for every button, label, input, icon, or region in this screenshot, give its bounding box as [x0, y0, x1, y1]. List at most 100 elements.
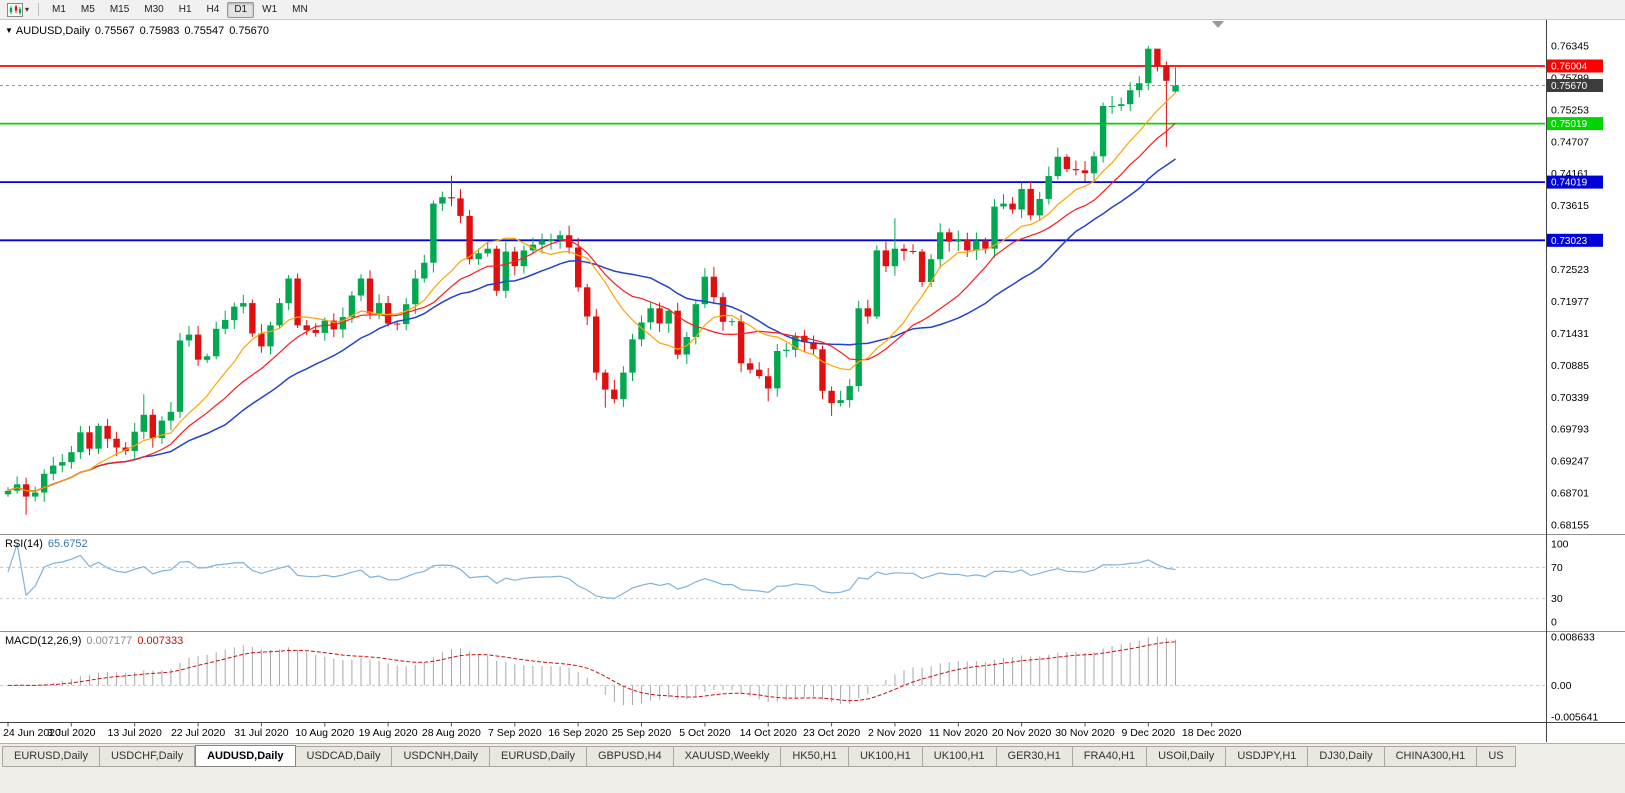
candle-body — [194, 334, 202, 360]
candle-body — [620, 372, 627, 399]
candle-body — [900, 248, 908, 251]
time-axis-label: 19 Aug 2020 — [359, 727, 418, 739]
time-axis-label: 7 Sep 2020 — [488, 727, 542, 739]
price-axis-label: 0.71431 — [1551, 328, 1589, 340]
chart-tab-uk100-h1[interactable]: UK100,H1 — [922, 746, 997, 767]
candle-body — [258, 333, 265, 347]
rsi-header: RSI(14) 65.6752 — [5, 538, 93, 550]
candle-body — [756, 369, 763, 377]
chart-tab-audusd-daily[interactable]: AUDUSD,Daily — [195, 745, 296, 767]
price-tag-0.75670: 0.75670 — [1547, 79, 1603, 92]
candle-body — [674, 310, 681, 355]
candle-body — [1027, 189, 1034, 216]
candle-body — [167, 411, 175, 421]
candle-body — [312, 330, 319, 333]
chart-tab-usdjpy-h1[interactable]: USDJPY,H1 — [1226, 746, 1309, 767]
candle-body — [448, 197, 455, 199]
candle-body — [502, 251, 509, 291]
candle-body — [1145, 48, 1152, 84]
timeframe-button-m30[interactable]: M30 — [144, 3, 164, 15]
candle-body — [602, 372, 609, 390]
price-axis-label: 0.73615 — [1551, 200, 1589, 212]
macd-axis-label: 0.008633 — [1551, 632, 1595, 644]
candle-body — [584, 287, 591, 317]
time-axis-labels: 24 Jun 20203 Jul 2020 13 Jul 2020 22 Jul 2… — [3, 723, 1242, 739]
new-chart-button[interactable]: ▾ — [4, 2, 32, 18]
candle-body — [1063, 156, 1071, 170]
symbol-name: AUDUSD,Daily — [15, 25, 90, 37]
timeframe-button-h4[interactable]: H4 — [206, 3, 220, 15]
ma-slow-blue-line — [7, 158, 1176, 492]
candle-body — [964, 239, 971, 251]
chart-tab-fra40-h1[interactable]: FRA40,H1 — [1072, 746, 1148, 767]
candle-body — [149, 414, 156, 439]
price-axis-scale[interactable] — [1546, 20, 1625, 722]
candle-body — [638, 322, 645, 340]
timeframe-button-m5[interactable]: M5 — [80, 3, 95, 15]
time-axis-label: 13 Jul 2020 — [108, 727, 162, 739]
price-axis-label: 0.72523 — [1551, 264, 1589, 276]
chart-tab-usdcnh-daily[interactable]: USDCNH,Daily — [392, 746, 491, 767]
rsi-name: RSI(14) — [5, 538, 43, 550]
candle-body — [95, 425, 102, 449]
chart-tab-gbpusd-h4[interactable]: GBPUSD,H4 — [587, 746, 674, 767]
chart-tab-uk100-h1[interactable]: UK100,H1 — [848, 746, 923, 767]
chart-tab-us[interactable]: US — [1477, 746, 1516, 767]
chevron-down-icon: ▾ — [25, 4, 30, 14]
time-axis-label: 24 Jun 2020 — [3, 727, 61, 739]
candle-body — [86, 432, 93, 449]
chart-tab-eurusd-daily[interactable]: EURUSD,Daily — [2, 746, 100, 767]
candle-body — [927, 259, 935, 282]
candle-body — [846, 386, 853, 401]
candle-body — [303, 325, 310, 330]
candle-body — [765, 376, 772, 389]
timeframe-button-m15[interactable]: M15 — [109, 3, 130, 15]
timeframe-button-m1[interactable]: M1 — [52, 3, 66, 15]
candle-body — [348, 295, 356, 318]
chart-tab-usoil-daily[interactable]: USOil,Daily — [1147, 746, 1227, 767]
candle-body — [547, 239, 555, 241]
price-axis-label: 0.76345 — [1551, 41, 1589, 53]
chart-tab-usdchf-daily[interactable]: USDCHF,Daily — [99, 746, 196, 767]
chart-tab-eurusd-daily[interactable]: EURUSD,Daily — [490, 746, 587, 767]
chart-tab-xauusd-weekly[interactable]: XAUUSD,Weekly — [673, 746, 782, 767]
candle-body — [439, 197, 446, 204]
time-axis-scale[interactable] — [0, 723, 1546, 742]
chart-tab-dj30-daily[interactable]: DJ30,Daily — [1308, 746, 1385, 767]
chart-ohlc-header: ▼ AUDUSD,Daily 0.75567 0.75983 0.75547 0.7567… — [5, 25, 274, 37]
chart-tab-china300-h1[interactable]: CHINA300,H1 — [1384, 746, 1478, 767]
candle-body — [240, 303, 247, 307]
chart-icon — [7, 2, 23, 17]
rsi-axis-label: 100 — [1551, 539, 1569, 551]
chart-canvas[interactable]: 0.763450.757990.752530.747070.741610.736… — [0, 0, 1625, 743]
time-axis-label: 14 Oct 2020 — [740, 727, 797, 739]
candles-layer — [4, 46, 1179, 515]
chart-tab-usdcad-daily[interactable]: USDCAD,Daily — [295, 746, 393, 767]
timeframe-button-mn[interactable]: MN — [292, 3, 308, 15]
candle-body — [366, 278, 374, 314]
price-axis-label: 0.74707 — [1551, 136, 1589, 148]
toolbar-separator — [38, 3, 40, 16]
candle-body — [701, 276, 708, 305]
rsi-axis-label: 70 — [1551, 562, 1563, 574]
chart-shift-marker[interactable] — [1212, 21, 1224, 28]
candle-body — [185, 334, 193, 341]
candle-body — [104, 425, 111, 439]
candle-body — [430, 203, 437, 263]
price-axis-label: 0.75253 — [1551, 104, 1589, 116]
candle-body — [375, 303, 383, 314]
candle-body — [384, 303, 392, 324]
candle-body — [737, 321, 745, 364]
candle-body — [719, 297, 727, 322]
ohlc-close: 0.75670 — [229, 25, 269, 37]
candle-body — [457, 198, 464, 216]
timeframe-button-d1[interactable]: D1 — [227, 1, 255, 18]
chart-tab-hk50-h1[interactable]: HK50,H1 — [781, 746, 849, 767]
candle-body — [1127, 90, 1134, 105]
price-axis-label: 0.71977 — [1551, 296, 1589, 308]
candle-body — [746, 363, 754, 370]
price-axis-label: 0.68701 — [1551, 488, 1589, 500]
timeframe-button-w1[interactable]: W1 — [262, 3, 278, 15]
chart-tab-ger30-h1[interactable]: GER30,H1 — [996, 746, 1073, 767]
timeframe-button-h1[interactable]: H1 — [178, 3, 192, 15]
